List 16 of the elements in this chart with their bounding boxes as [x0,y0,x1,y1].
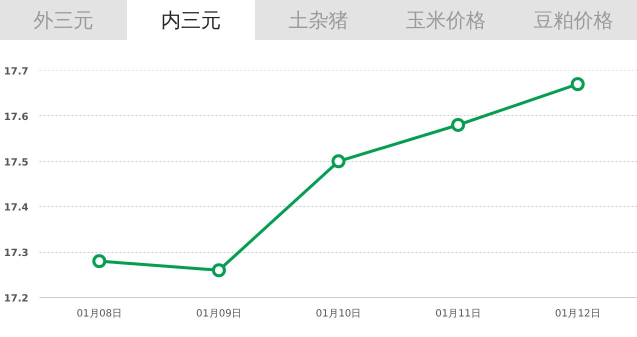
point [212,263,226,278]
x-tick-label: 01月09日 [196,308,242,320]
point [92,254,106,268]
y-tick-label: 17.5 [4,157,29,168]
y-tick-label: 17.7 [4,66,29,78]
x-tick-label: 01月12日 [554,308,600,320]
point [451,118,466,132]
y-tick-label: 17.6 [4,112,29,123]
point [570,77,585,92]
y-tick-label: 17.3 [4,248,29,260]
y-tick-label: 17.2 [4,294,29,304]
x-tick-label: 01月08日 [76,308,122,320]
x-tick-label: 01月10日 [316,308,362,320]
point [332,154,346,168]
x-tick-label: 01月11日 [435,308,481,320]
y-tick-label: 17.4 [4,202,29,214]
